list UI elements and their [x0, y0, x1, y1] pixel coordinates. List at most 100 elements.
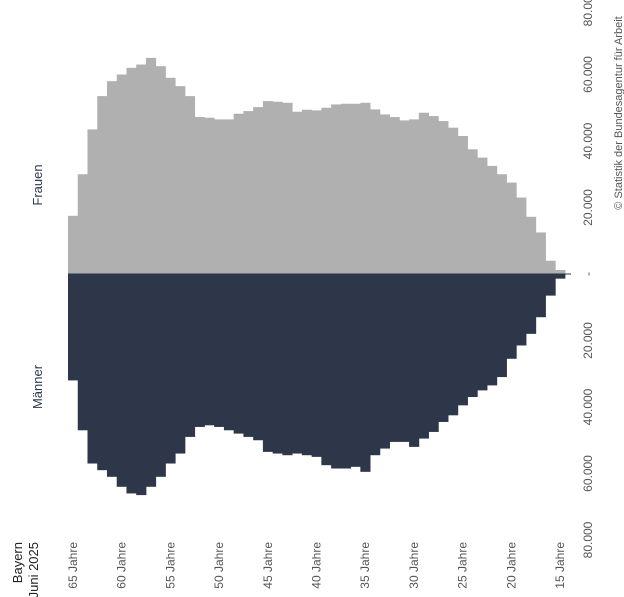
bar-maenner-age-54 [175, 274, 186, 454]
value-tick-label: 40.000 [581, 388, 595, 425]
bar-maenner-age-34 [370, 274, 381, 456]
bar-maenner-age-32 [389, 274, 400, 442]
bar-maenner-age-19 [516, 274, 527, 346]
bar-frauen-age-15 [555, 270, 566, 274]
bar-maenner-age-53 [184, 274, 196, 437]
bar-frauen-age-22 [487, 165, 498, 274]
age-axis-ticks: 65 Jahre 60 Jahre 55 Jahre 50 Jahre 45 Jahre… [66, 542, 567, 589]
bar-maenner-age-62 [97, 274, 108, 471]
bar-maenner-age-44 [272, 274, 283, 454]
bar-maenner-age-47 [243, 274, 254, 437]
bar-frauen-age-24 [467, 149, 478, 274]
bar-maenner-age-58 [136, 274, 147, 496]
series-label-maenner: Männer [30, 364, 45, 409]
bar-frauen-age-32 [389, 117, 400, 274]
bar-frauen-age-18 [526, 216, 537, 274]
bar-maenner-age-46 [253, 274, 264, 441]
age-tick-label: 35 Jahre [358, 542, 372, 589]
bar-maenner-age-50 [214, 274, 225, 427]
bar-frauen-age-49 [223, 119, 235, 274]
bar-maenner-age-65 [68, 274, 79, 381]
age-tick-label: 20 Jahre [504, 542, 518, 589]
bar-maenner-age-27 [438, 274, 449, 422]
bar-frauen-age-30 [409, 119, 420, 274]
bar-frauen-age-62 [97, 96, 108, 274]
bar-maenner-age-30 [409, 274, 420, 447]
bar-frauen-age-25 [457, 136, 468, 274]
bar-maenner-age-35 [360, 274, 371, 472]
bar-maenner-age-39 [321, 274, 332, 466]
bar-maenner-age-40 [311, 274, 322, 457]
bar-frauen-age-54 [175, 86, 186, 274]
bar-maenner-age-25 [457, 274, 468, 406]
bar-frauen-age-63 [87, 129, 98, 274]
bar-frauen-age-20 [506, 182, 517, 274]
bar-maenner-age-57 [145, 274, 157, 487]
bar-maenner-age-43 [282, 274, 293, 456]
bar-frauen-age-50 [214, 119, 225, 274]
age-tick-label: 50 Jahre [212, 542, 226, 589]
bar-maenner-age-49 [223, 274, 235, 431]
copyright-label: © Statistik der Bundesagentur für Arbeit [613, 16, 624, 209]
value-tick-label: 20.000 [581, 322, 595, 359]
value-axis-ticks: 80.000 60.000 40.000 20.000 - 20.000 40.000 60.… [581, 0, 595, 558]
bar-maenner-age-16 [545, 274, 556, 296]
bar-frauen-age-31 [399, 120, 410, 274]
age-tick-label: 65 Jahre [66, 542, 80, 589]
age-tick-label: 30 Jahre [407, 542, 421, 589]
bar-maenner-age-15 [555, 274, 566, 279]
date-label: Juni 2025 [26, 542, 41, 597]
bar-maenner-age-52 [194, 274, 205, 427]
bar-maenner-age-33 [379, 274, 390, 449]
bar-frauen-age-38 [331, 104, 342, 275]
value-tick-label: 80.000 [581, 0, 595, 26]
value-tick-label: 20.000 [581, 189, 595, 226]
bar-frauen-age-23 [477, 157, 488, 275]
bar-frauen-age-39 [321, 107, 332, 274]
bar-maenner-age-29 [418, 274, 429, 439]
bar-frauen-age-29 [418, 112, 429, 275]
age-tick-label: 25 Jahre [456, 542, 470, 589]
bar-maenner-age-55 [165, 274, 176, 464]
bar-maenner-age-61 [106, 274, 118, 477]
bar-frauen-age-33 [379, 114, 390, 275]
series-label-frauen: Frauen [30, 164, 45, 205]
value-tick-label: 40.000 [581, 122, 595, 159]
bar-frauen-age-44 [272, 101, 283, 275]
bar-frauen-age-59 [126, 67, 137, 274]
bar-maenner-age-60 [116, 274, 127, 487]
bar-maenner-age-22 [487, 274, 498, 386]
bar-frauen-age-28 [428, 116, 439, 274]
bar-frauen-age-42 [292, 111, 303, 275]
bar-frauen-age-48 [233, 113, 244, 275]
bar-maenner-age-31 [399, 274, 410, 442]
bar-maenner-age-38 [331, 274, 342, 469]
bar-frauen-age-65 [68, 215, 79, 274]
bar-frauen-age-45 [262, 101, 274, 274]
bar-frauen-age-36 [350, 103, 361, 274]
bar-maenner-age-36 [350, 274, 361, 467]
region-label: Bayern [10, 542, 25, 583]
bar-frauen-age-55 [165, 77, 176, 274]
bar-frauen-age-17 [535, 232, 546, 274]
age-tick-label: 45 Jahre [261, 542, 275, 589]
bar-maenner-age-42 [292, 274, 303, 454]
bar-frauen-age-19 [516, 197, 527, 274]
value-tick-label: 60.000 [581, 56, 595, 93]
bar-maenner-age-28 [428, 274, 439, 432]
bar-frauen-age-26 [448, 127, 459, 274]
bar-frauen-age-64 [77, 174, 88, 274]
bar-frauen-age-41 [301, 109, 313, 274]
age-tick-label: 40 Jahre [310, 542, 324, 589]
bar-frauen-age-27 [438, 121, 449, 274]
bar-maenner-age-51 [204, 274, 215, 426]
maenner-bars [68, 274, 566, 496]
age-tick-label: 60 Jahre [115, 542, 129, 589]
bar-frauen-age-53 [184, 96, 196, 274]
bar-maenner-age-48 [233, 274, 244, 434]
bar-frauen-age-37 [340, 103, 352, 274]
bar-frauen-age-51 [204, 117, 215, 274]
bar-frauen-age-46 [253, 107, 264, 274]
bar-maenner-age-37 [340, 274, 352, 469]
